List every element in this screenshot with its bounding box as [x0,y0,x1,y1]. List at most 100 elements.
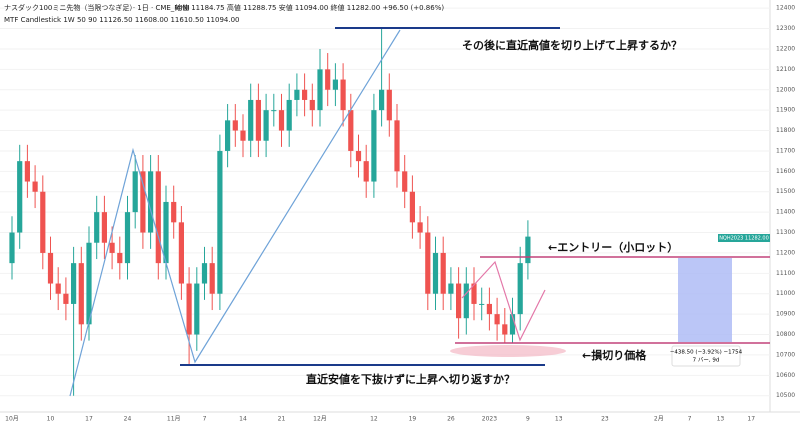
candle-body [394,120,400,172]
y-tick-label: 11000 [776,290,795,297]
price-tag-box [718,234,770,242]
candle-body [32,181,38,192]
y-tick-label: 10700 [776,351,795,358]
candle-body [494,314,500,325]
candle-body [286,99,292,131]
candle-body [340,79,346,111]
x-tick-label: 19 [409,416,417,423]
candle-body [502,324,508,335]
y-tick-label: 12300 [776,25,795,32]
candle-body [140,171,146,233]
annotation: ←損切り価格 [582,348,647,362]
y-tick-label: 12000 [776,86,795,93]
candle-body [9,232,15,264]
candle-body [379,89,385,111]
measure-label: −438.50 (−3.92%) −1754 [670,350,743,356]
candle-body [148,171,154,233]
candle-body [63,293,69,304]
candle-body [240,130,246,141]
candle-body [109,242,115,253]
candle-body [417,222,423,233]
x-tick-label: 24 [124,416,132,423]
x-tick-label: 2023 [482,416,497,423]
candle-body [40,191,46,253]
candle-body [302,89,308,100]
price-tag: NQH2023 11282.00 [719,236,769,242]
candle-body [71,263,77,304]
zigzag-line [69,29,401,397]
candle-body [355,150,362,162]
candle-body [525,236,531,264]
candle-body [386,89,392,121]
candle-body [463,283,469,319]
candle-body [263,110,269,141]
x-tick-label: 17 [747,416,755,423]
x-tick-label: 13 [555,416,563,423]
y-tick-label: 10600 [776,372,795,379]
candle-body [486,303,492,315]
y-tick-label: 10900 [776,311,795,318]
title: ナスダック100ミニ先物（当限つなぎ足）· 1日 · CME_MINI [4,3,190,12]
x-tick-label: 7 [203,416,207,423]
candle-body [132,171,138,213]
x-tick-label: 11月 [167,416,181,423]
y-tick-label: 12400 [776,5,795,12]
y-tick-label: 11500 [776,188,795,195]
candle-body [456,283,462,319]
candle-body [440,252,446,294]
candle-body [271,110,277,112]
y-tick-label: 11700 [776,147,795,154]
x-tick-label: 21 [278,416,286,423]
candle-body [294,89,300,100]
candle-body [94,212,100,243]
candle-body [86,242,92,325]
annotation: その後に直近高値を切り上げて上昇するか？ [462,38,682,52]
candle-body [471,283,477,304]
x-tick-label: 10月 [5,416,19,423]
y-tick-label: 12200 [776,45,795,52]
x-tick-label: 9 [526,416,530,423]
candle-body [248,99,254,141]
annotation: 直近安値を下抜けずに上昇へ切り返すか？ [306,372,515,386]
candle-body [124,212,131,264]
candle-body [363,161,369,182]
candle-body [225,120,231,151]
y-tick-label: 11600 [776,168,795,175]
y-tick-label: 10500 [776,392,795,399]
y-tick-label: 11800 [776,127,795,134]
x-tick-label: 26 [447,416,455,423]
x-tick-label: 13 [717,416,725,423]
candle-body [55,283,61,294]
candle-body [178,222,184,284]
candle-body [232,120,238,131]
indicator-label: MTF Candlestick 1W 50 90 11126.50 11608.… [4,16,239,24]
candle-body [24,161,30,182]
candle-body [409,191,415,223]
annotation: ←エントリー（小ロット） [548,240,678,254]
y-tick-label: 11100 [776,270,795,277]
highlight [450,345,566,357]
candle-body [17,161,23,233]
ohlc-header: 始値 11184.75 高値 11288.75 安値 11094.00 終値 1… [175,3,444,12]
measure-box [678,258,732,342]
candle-body [348,110,354,151]
x-tick-label: 12月 [313,416,327,423]
y-tick-label: 11900 [776,107,795,114]
x-tick-label: 10 [47,416,55,423]
x-tick-label: 7 [688,416,692,423]
projection-line [461,260,546,342]
candle-body [209,263,215,294]
candle-body [371,110,377,182]
candle-body [201,263,208,284]
drawings [69,27,770,397]
x-tick-label: 2月 [654,416,664,423]
measure-label-box [671,345,741,367]
candle-body [78,263,84,325]
candle-body [309,99,315,111]
candle-body [101,212,107,243]
candle-body [171,201,177,223]
candle-body [117,252,123,264]
candle-body [317,69,323,111]
candle-body [325,69,331,90]
